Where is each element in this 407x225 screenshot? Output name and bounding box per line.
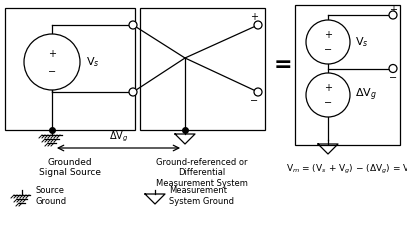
Text: Measurement
System Ground: Measurement System Ground (169, 186, 234, 206)
Text: −: − (324, 98, 332, 108)
Circle shape (389, 65, 397, 72)
Circle shape (306, 73, 350, 117)
Circle shape (254, 88, 262, 96)
Text: =: = (274, 55, 292, 75)
Circle shape (254, 21, 262, 29)
Text: V$_s$: V$_s$ (355, 35, 369, 49)
Circle shape (129, 21, 137, 29)
Text: Grounded
Signal Source: Grounded Signal Source (39, 158, 101, 177)
Circle shape (129, 88, 137, 96)
Text: Source
Ground: Source Ground (36, 186, 67, 206)
Bar (5, 8, 135, 130)
Text: +: + (324, 83, 332, 93)
Bar (140, 8, 265, 130)
Text: +: + (389, 5, 397, 15)
Text: V$_m$ = (V$_s$ + V$_g$) − (ΔV$_g$) = V$_s$: V$_m$ = (V$_s$ + V$_g$) − (ΔV$_g$) = V$_… (286, 163, 407, 176)
Text: −: − (324, 45, 332, 55)
Text: ΔV$_g$: ΔV$_g$ (109, 130, 128, 144)
Text: Ground-referenced or
Differential
Measurement System: Ground-referenced or Differential Measur… (156, 158, 248, 188)
Text: +: + (250, 12, 258, 22)
Bar (295, 5, 400, 145)
Circle shape (389, 11, 397, 19)
Text: +: + (48, 49, 56, 58)
Text: V$_s$: V$_s$ (86, 55, 100, 69)
Text: −: − (250, 96, 258, 106)
Text: +: + (324, 30, 332, 40)
Text: −: − (48, 67, 56, 77)
Circle shape (306, 20, 350, 64)
Text: −: − (389, 72, 397, 83)
Text: ΔV$_g$: ΔV$_g$ (355, 87, 377, 103)
Circle shape (24, 34, 80, 90)
